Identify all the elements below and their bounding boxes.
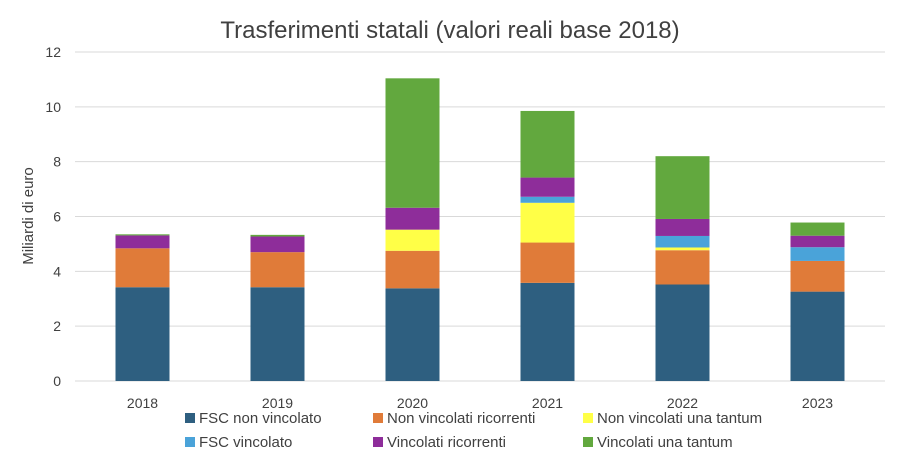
x-tick-label: 2023 [802, 395, 833, 411]
legend-label: Non vincolati ricorrenti [387, 410, 535, 427]
gridlines [75, 51, 885, 382]
legend-item: FSC vincolato [185, 434, 292, 451]
bar-segment [655, 218, 710, 236]
y-tick-label: 6 [53, 209, 61, 225]
bar-segment [250, 234, 305, 237]
x-tick-label: 2021 [532, 395, 563, 411]
bar-segment [655, 247, 710, 251]
legend-label: Vincolati una tantum [597, 434, 733, 451]
y-axis-ticks: 0 2 4 6 8 10 12 [45, 44, 61, 389]
x-tick-label: 2020 [397, 395, 428, 411]
bar-segment [385, 78, 440, 208]
bar-segment [520, 242, 575, 283]
y-axis-label: Miliardi di euro [20, 167, 37, 265]
bar-segment [520, 110, 575, 178]
legend-swatch [373, 437, 383, 447]
bar-segment [250, 252, 305, 288]
bar-segment [520, 282, 575, 381]
legend-swatch [185, 413, 195, 423]
bar-segment [385, 207, 440, 230]
legend-item: Non vincolati ricorrenti [373, 410, 535, 427]
legend-item: Vincolati una tantum [583, 434, 733, 451]
bar-segment [520, 196, 575, 203]
bar-segment [655, 250, 710, 285]
bar-segment [520, 202, 575, 243]
y-tick-label: 2 [53, 318, 61, 334]
bar-segment [790, 260, 845, 292]
y-tick-label: 12 [45, 44, 61, 60]
bar-segment [115, 234, 170, 236]
legend-swatch [583, 437, 593, 447]
bar-segment [655, 284, 710, 381]
bar-segment [115, 287, 170, 381]
legend-item: Vincolati ricorrenti [373, 434, 506, 451]
chart-title: Trasferimenti statali (valori reali base… [220, 17, 679, 44]
bar-segment [655, 156, 710, 219]
y-tick-label: 8 [53, 154, 61, 170]
bar-segment [115, 248, 170, 288]
legend-swatch [373, 413, 383, 423]
y-tick-label: 0 [53, 373, 61, 389]
legend-label: FSC vincolato [199, 434, 292, 451]
bars [115, 78, 845, 381]
bar-segment [790, 291, 845, 381]
bar-segment [790, 247, 845, 261]
legend: FSC non vincolato Non vincolati ricorrent… [185, 410, 762, 451]
legend-item: FSC non vincolato [185, 410, 322, 427]
bar-segment [250, 287, 305, 381]
legend-swatch [185, 437, 195, 447]
bar-segment [115, 235, 170, 249]
bar-segment [790, 235, 845, 248]
legend-label: Non vincolati una tantum [597, 410, 762, 427]
legend-label: FSC non vincolato [199, 410, 322, 427]
bar-segment [790, 222, 845, 236]
legend-item: Non vincolati una tantum [583, 410, 762, 427]
y-tick-label: 4 [53, 263, 61, 279]
legend-label: Vincolati ricorrenti [387, 434, 506, 451]
x-tick-label: 2018 [127, 395, 158, 411]
bar-segment [520, 177, 575, 197]
legend-swatch [583, 413, 593, 423]
bar-segment [385, 229, 440, 251]
x-tick-label: 2022 [667, 395, 698, 411]
bar-segment [385, 250, 440, 289]
x-tick-label: 2019 [262, 395, 293, 411]
y-tick-label: 10 [45, 99, 61, 115]
bar-segment [385, 288, 440, 381]
x-axis-ticks: 2018 2019 2020 2021 2022 2023 [127, 395, 833, 411]
bar-segment [250, 236, 305, 253]
bar-segment [655, 235, 710, 248]
